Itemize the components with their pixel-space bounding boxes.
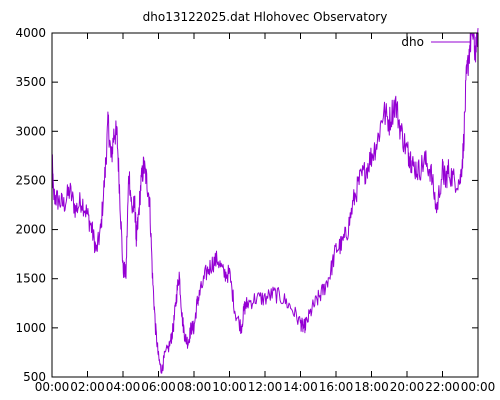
x-axis: 00:00 02:00 04:00 06:00 08:00 10:00 12:00 14:00…	[35, 33, 496, 394]
x-tick-label: 12:00	[248, 380, 283, 394]
x-tick-label: 04:00	[106, 380, 141, 394]
x-tick-label: 20:00	[390, 380, 425, 394]
legend: dho	[401, 35, 471, 49]
x-tick-label: 22:00	[425, 380, 460, 394]
y-tick-label: 1000	[15, 321, 46, 335]
y-tick-label: 500	[23, 370, 46, 384]
y-tick-label: 2500	[15, 173, 46, 187]
y-tick-label: 3000	[15, 124, 46, 138]
y-axis: 500 1000 1500 2000 2500 3000 3500 4000	[15, 26, 478, 384]
x-tick-label: 18:00	[354, 380, 389, 394]
y-tick-label: 2000	[15, 223, 46, 237]
x-tick-label: 06:00	[141, 380, 176, 394]
plot-frame	[51, 32, 479, 378]
x-tick-label: 00:00	[461, 380, 496, 394]
series-line-dho	[51, 28, 479, 374]
x-tick-label: 16:00	[319, 380, 354, 394]
x-tick-label: 14:00	[283, 380, 318, 394]
x-tick-label: 02:00	[70, 380, 105, 394]
x-tick-label: 10:00	[212, 380, 247, 394]
y-tick-label: 1500	[15, 272, 46, 286]
legend-label: dho	[401, 35, 424, 49]
y-tick-label: 4000	[15, 26, 46, 40]
x-tick-label: 00:00	[35, 380, 70, 394]
y-tick-label: 3500	[15, 75, 46, 89]
x-tick-label: 08:00	[177, 380, 212, 394]
chart-title: dho13122025.dat Hlohovec Observatory	[143, 10, 388, 24]
series-layer	[51, 28, 479, 374]
